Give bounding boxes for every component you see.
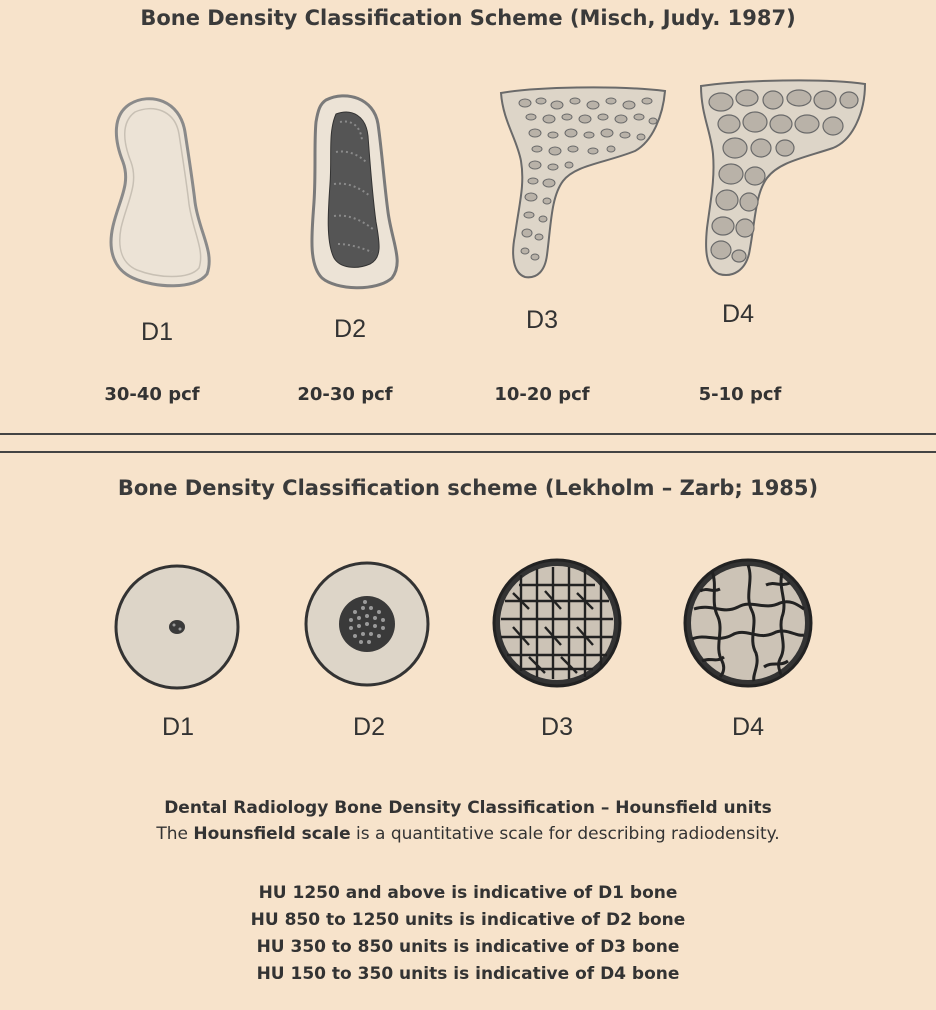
misch-d2-bone-image	[296, 92, 416, 292]
misch-d2-label: D2	[310, 315, 390, 344]
lekholm-d3-circle	[491, 557, 623, 689]
lekholm-d2-label: D2	[329, 713, 409, 742]
misch-d1-density: 30-40 pcf	[72, 384, 232, 405]
hu-range-d4: HU 150 to 350 units is indicative of D4 …	[0, 961, 936, 988]
hounsfield-intro-suffix: is a quantitative scale for describing r…	[351, 824, 780, 844]
hounsfield-intro-bold: Hounsfield scale	[193, 824, 350, 844]
hu-range-d2: HU 850 to 1250 units is indicative of D2…	[0, 907, 936, 934]
lekholm-title: Bone Density Classification scheme (Lekh…	[0, 476, 936, 500]
section-divider-top	[0, 433, 936, 435]
misch-d2-density: 20-30 pcf	[265, 384, 425, 405]
hounsfield-heading: Dental Radiology Bone Density Classifica…	[0, 795, 936, 821]
lekholm-d1-label: D1	[138, 713, 218, 742]
lekholm-d2-circle	[303, 560, 431, 688]
misch-d3-label: D3	[502, 306, 582, 335]
misch-d4-bone-image	[693, 78, 873, 283]
hounsfield-ranges: HU 1250 and above is indicative of D1 bo…	[0, 880, 936, 988]
section-divider-bottom	[0, 451, 936, 453]
hu-range-d3: HU 350 to 850 units is indicative of D3 …	[0, 934, 936, 961]
misch-title: Bone Density Classification Scheme (Misc…	[0, 6, 936, 30]
misch-d1-label: D1	[117, 318, 197, 347]
misch-d3-density: 10-20 pcf	[462, 384, 622, 405]
lekholm-d1-circle	[113, 563, 241, 691]
hu-range-d1: HU 1250 and above is indicative of D1 bo…	[0, 880, 936, 907]
misch-d3-bone-image	[495, 85, 675, 285]
lekholm-d4-label: D4	[708, 713, 788, 742]
misch-d4-density: 5-10 pcf	[660, 384, 820, 405]
lekholm-d3-label: D3	[517, 713, 597, 742]
lekholm-d4-circle	[682, 557, 814, 689]
misch-d1-bone-image	[95, 92, 225, 292]
hounsfield-section: Dental Radiology Bone Density Classifica…	[0, 795, 936, 847]
misch-d4-label: D4	[698, 300, 778, 329]
hounsfield-intro: The Hounsfield scale is a quantitative s…	[0, 821, 936, 847]
hounsfield-intro-prefix: The	[156, 824, 193, 844]
